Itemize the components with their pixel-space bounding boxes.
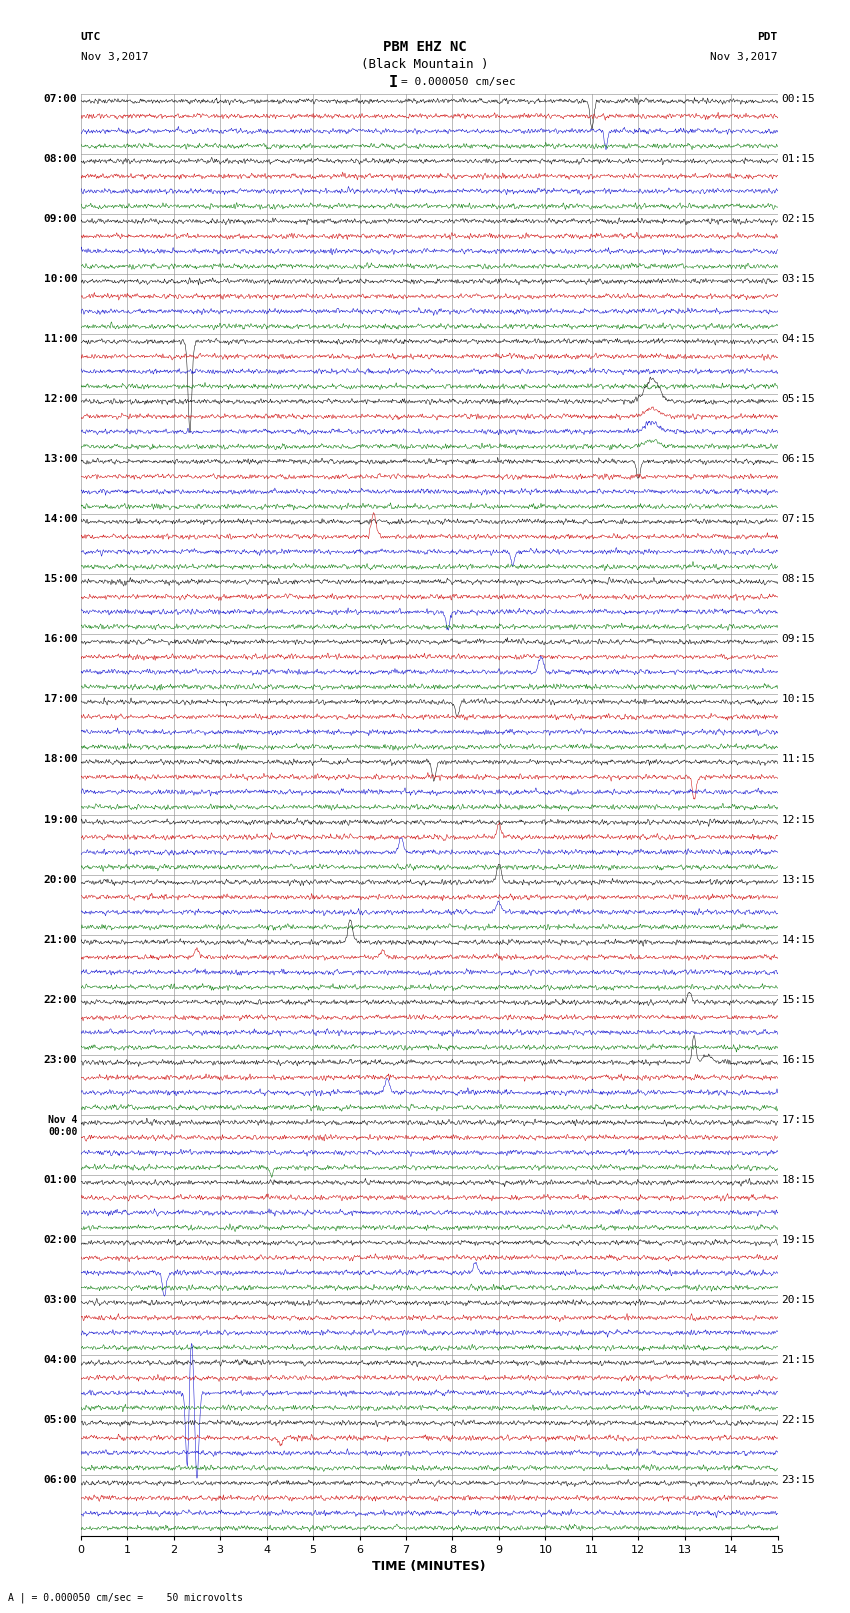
Text: 18:15: 18:15: [781, 1174, 815, 1186]
Text: I: I: [389, 74, 398, 90]
Text: 20:15: 20:15: [781, 1295, 815, 1305]
Text: 13:00: 13:00: [43, 455, 77, 465]
Text: 17:00: 17:00: [43, 695, 77, 705]
Text: 10:15: 10:15: [781, 695, 815, 705]
Text: 16:00: 16:00: [43, 634, 77, 644]
Text: 19:00: 19:00: [43, 815, 77, 824]
Text: 22:15: 22:15: [781, 1416, 815, 1426]
Text: 02:00: 02:00: [43, 1236, 77, 1245]
Text: 03:00: 03:00: [43, 1295, 77, 1305]
Text: 08:15: 08:15: [781, 574, 815, 584]
Text: 11:00: 11:00: [43, 334, 77, 344]
Text: 15:00: 15:00: [43, 574, 77, 584]
Text: 01:00: 01:00: [43, 1174, 77, 1186]
Text: Nov 3,2017: Nov 3,2017: [81, 52, 148, 61]
Text: 21:00: 21:00: [43, 936, 77, 945]
Text: A | = 0.000050 cm/sec =    50 microvolts: A | = 0.000050 cm/sec = 50 microvolts: [8, 1592, 243, 1603]
Text: = 0.000050 cm/sec: = 0.000050 cm/sec: [401, 77, 516, 87]
Text: 06:15: 06:15: [781, 455, 815, 465]
Text: 07:15: 07:15: [781, 515, 815, 524]
Text: 06:00: 06:00: [43, 1476, 77, 1486]
X-axis label: TIME (MINUTES): TIME (MINUTES): [372, 1560, 486, 1573]
Text: Nov 3,2017: Nov 3,2017: [711, 52, 778, 61]
Text: 20:00: 20:00: [43, 874, 77, 884]
Text: 21:15: 21:15: [781, 1355, 815, 1365]
Text: 12:15: 12:15: [781, 815, 815, 824]
Text: 01:15: 01:15: [781, 153, 815, 163]
Text: 10:00: 10:00: [43, 274, 77, 284]
Text: 09:15: 09:15: [781, 634, 815, 644]
Text: 23:15: 23:15: [781, 1476, 815, 1486]
Text: 19:15: 19:15: [781, 1236, 815, 1245]
Text: 14:00: 14:00: [43, 515, 77, 524]
Text: 17:15: 17:15: [781, 1115, 815, 1124]
Text: 07:00: 07:00: [43, 94, 77, 103]
Text: PDT: PDT: [757, 32, 778, 42]
Text: Nov 4
00:00: Nov 4 00:00: [48, 1115, 77, 1137]
Text: 05:00: 05:00: [43, 1416, 77, 1426]
Text: (Black Mountain ): (Black Mountain ): [361, 58, 489, 71]
Text: 15:15: 15:15: [781, 995, 815, 1005]
Text: 16:15: 16:15: [781, 1055, 815, 1065]
Text: 12:00: 12:00: [43, 394, 77, 403]
Text: 04:00: 04:00: [43, 1355, 77, 1365]
Text: 08:00: 08:00: [43, 153, 77, 163]
Text: 23:00: 23:00: [43, 1055, 77, 1065]
Text: 05:15: 05:15: [781, 394, 815, 403]
Text: 09:00: 09:00: [43, 215, 77, 224]
Text: 11:15: 11:15: [781, 755, 815, 765]
Text: 02:15: 02:15: [781, 215, 815, 224]
Text: UTC: UTC: [81, 32, 101, 42]
Text: 04:15: 04:15: [781, 334, 815, 344]
Text: 14:15: 14:15: [781, 936, 815, 945]
Text: 18:00: 18:00: [43, 755, 77, 765]
Text: 00:15: 00:15: [781, 94, 815, 103]
Text: PBM EHZ NC: PBM EHZ NC: [383, 40, 467, 53]
Text: 03:15: 03:15: [781, 274, 815, 284]
Text: 22:00: 22:00: [43, 995, 77, 1005]
Text: 13:15: 13:15: [781, 874, 815, 884]
